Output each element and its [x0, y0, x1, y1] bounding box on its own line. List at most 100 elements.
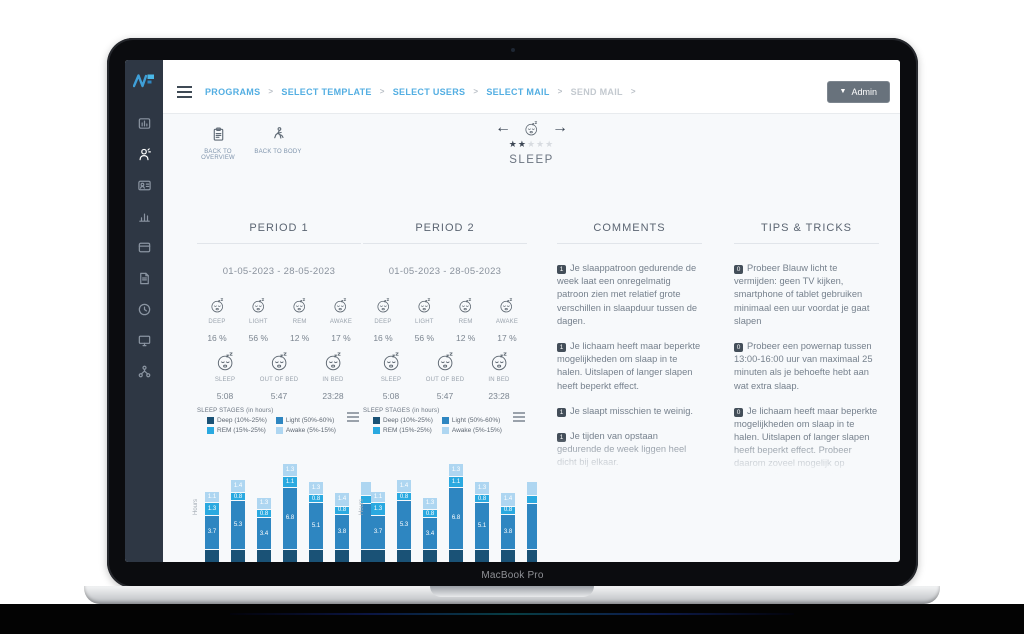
sleepy-face-icon [382, 352, 401, 371]
period-title: PERIOD 2 [363, 222, 527, 244]
legend-item-light[interactable]: Light (50%-60%) [441, 417, 502, 424]
stacked-bar[interactable]: 1.4 0.8 5.3 [397, 479, 411, 562]
legend-label: Light (50%-60%) [451, 417, 501, 424]
breadcrumb: PROGRAMS > SELECT TEMPLATE > SELECT USER… [205, 87, 636, 97]
legend-label: Awake (5%-15%) [285, 427, 336, 434]
time-value: 5:47 [270, 391, 288, 401]
breadcrumb-select-template[interactable]: SELECT TEMPLATE [281, 86, 372, 97]
card-icon[interactable] [137, 240, 152, 255]
report-card-icon[interactable] [137, 116, 152, 131]
user-program-icon[interactable] [137, 147, 152, 162]
time-out-of-bed: OUT OF BED 5:47 [422, 352, 468, 401]
chart-menu-icon[interactable] [513, 410, 525, 424]
stacked-bar[interactable]: 1.3 1.1 6.8 [283, 464, 297, 562]
admin-dropdown-button[interactable]: ▼ Admin [826, 80, 890, 103]
legend-label: REM (15%-25%) [217, 427, 266, 434]
tip-badge-icon: 0 [734, 265, 743, 274]
admin-label: Admin [851, 86, 877, 97]
stacked-bar[interactable]: 1.4 0.8 5.3 [231, 479, 245, 562]
breadcrumb-separator: > [473, 87, 479, 96]
sleepy-face-icon [490, 352, 509, 371]
sleepy-face-icon [376, 298, 391, 313]
legend-item-awake[interactable]: Awake (5%-15%) [441, 427, 502, 434]
stage-deep: DEEP 16 % [199, 298, 235, 343]
stage-value: 56 % [414, 333, 435, 343]
stacked-bar[interactable]: 1.1 1.3 3.7 [371, 492, 385, 562]
time-sleep: SLEEP 5:08 [368, 352, 414, 401]
users-card-icon[interactable] [137, 178, 152, 193]
stage-label: REM [292, 319, 307, 325]
stage-label: REM [458, 319, 473, 325]
sleepy-face-icon [210, 298, 225, 313]
network-icon[interactable] [137, 364, 152, 379]
legend-item-rem[interactable]: REM (15%-25%) [207, 427, 267, 434]
time-value: 23:28 [322, 391, 344, 401]
stacked-bar[interactable]: 1.4 0.8 3.8 [335, 493, 349, 562]
y-axis-label: Hours [193, 498, 200, 516]
back-to-body-button[interactable]: BACK TO BODY [253, 126, 303, 161]
chart-menu-icon[interactable] [347, 410, 359, 424]
period-date-range: 01-05-2023 - 28-05-2023 [222, 266, 336, 277]
time-label: SLEEP [380, 377, 402, 383]
tip-text: Probeer Blauw licht te vermijden: geen T… [734, 263, 870, 326]
top-navbar: PROGRAMS > SELECT TEMPLATE > SELECT USER… [163, 60, 900, 114]
device-label: MacBook Pro [481, 570, 544, 581]
menu-icon[interactable] [177, 83, 192, 101]
comment-item: 1 Je slaappatroon gedurende de week laat … [557, 262, 702, 328]
tip-text: Je lichaam heeft maar beperkte mogelijkh… [734, 405, 878, 474]
time-in-bed: IN BED 23:28 [310, 352, 356, 401]
legend-item-light[interactable]: Light (50%-60%) [275, 417, 336, 424]
breadcrumb-select-users[interactable]: SELECT USERS [392, 86, 466, 97]
macbook-base-notch [430, 586, 594, 597]
legend-swatch [373, 417, 380, 424]
legend-item-rem[interactable]: REM (15%-25%) [373, 427, 433, 434]
stacked-bar[interactable]: 1.3 1.1 6.8 [449, 464, 463, 562]
stage-light: LIGHT 56 % [406, 298, 442, 343]
tip-item: 0 Probeer een powernap tussen 13:00-16:00… [734, 340, 879, 393]
legend-item-deep[interactable]: Deep (10%-25%) [207, 417, 267, 424]
breadcrumb-select-mail[interactable]: SELECT MAIL [486, 86, 550, 97]
stacked-bar[interactable]: 1.3 0.8 5.1 [475, 482, 489, 562]
comment-item: 1 Je tijden van opstaan gedurende de week… [557, 430, 702, 470]
comment-badge-icon: 1 [557, 342, 566, 352]
tips-list: 0 Probeer Blauw licht te vermijden: geen … [734, 262, 879, 474]
monitor-icon[interactable] [137, 333, 152, 348]
back-to-overview-button[interactable]: BACK TO OVERVIEW [193, 126, 243, 161]
macbook-base [84, 586, 940, 604]
breadcrumb-separator: > [630, 87, 636, 96]
clock-icon[interactable] [137, 302, 152, 317]
chart-legend: Deep (10%-25%) Light (50%-60%) REM (15%-… [207, 417, 336, 434]
app-screen: PROGRAMS > SELECT TEMPLATE > SELECT USER… [125, 60, 900, 562]
breadcrumb-programs[interactable]: PROGRAMS [205, 86, 261, 97]
legend-swatch [441, 417, 449, 424]
stacked-bar[interactable]: 1.4 0.8 3.8 [501, 493, 515, 562]
time-label: OUT OF BED [259, 377, 299, 383]
app-logo[interactable] [132, 72, 155, 94]
comment-item: 1 Je lichaam heeft maar beperkte mogelijk… [557, 340, 702, 393]
stage-value: 16 % [207, 333, 227, 343]
stage-awake: AWAKE 17 % [489, 298, 525, 343]
stacked-bar[interactable]: 1.3 0.8 3.4 [423, 497, 437, 562]
legend-label: Deep (10%-25%) [383, 417, 433, 424]
sleepy-face-icon [436, 352, 455, 371]
walking-person-icon [271, 126, 286, 142]
sleepy-face-icon [499, 298, 514, 313]
stacked-bar[interactable]: 1.3 0.8 3.4 [257, 497, 271, 562]
stage-awake: AWAKE 17 % [323, 298, 359, 343]
stacked-bars: 1.1 1.3 3.7 1.4 0.8 5.3 1.3 0.8 3.4 1.3 1.1 6.8 1.3 0… [371, 448, 537, 562]
stacked-bar-clipped [361, 482, 371, 562]
legend-swatch [275, 427, 283, 434]
stacked-bar[interactable]: 1.3 0.8 5.1 [309, 482, 323, 562]
legend-label: Awake (5%-15%) [451, 427, 502, 434]
prev-category-arrow[interactable]: ← [495, 119, 511, 136]
stacked-bar[interactable]: 1.1 1.3 3.7 [205, 492, 219, 562]
comments-list: 1 Je slaappatroon gedurende de week laat … [557, 262, 702, 474]
bar-chart-icon[interactable] [137, 209, 152, 224]
stage-value: 12 % [289, 333, 310, 343]
sleep-stage-percentages: DEEP 16 % LIGHT 56 % REM 12 % AWAKE 17 % [363, 298, 527, 343]
legend-item-awake[interactable]: Awake (5%-15%) [275, 427, 336, 434]
stage-value: 56 % [248, 333, 269, 343]
next-category-arrow[interactable]: → [552, 119, 568, 136]
document-icon[interactable] [137, 271, 152, 286]
legend-item-deep[interactable]: Deep (10%-25%) [373, 417, 433, 424]
